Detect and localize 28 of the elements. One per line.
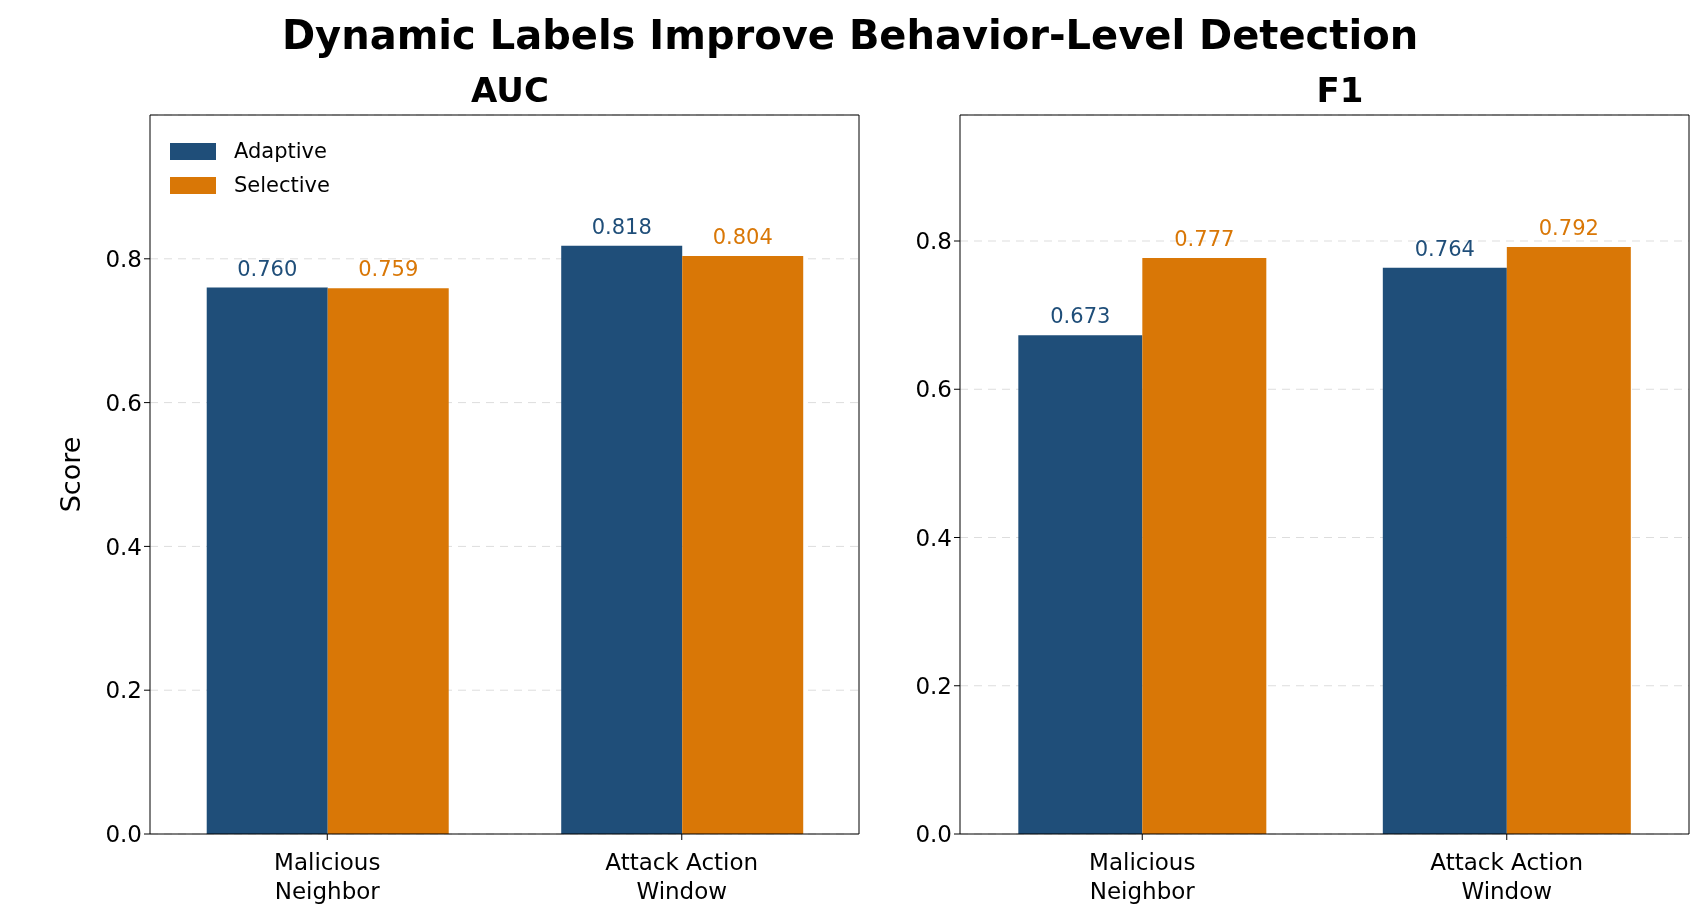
y-tick-label: 0.0 — [105, 821, 142, 848]
x-tick-label: Attack Action Window — [1430, 849, 1584, 904]
y-tick-label: 0.4 — [915, 524, 952, 551]
y-tick-label: 0.2 — [915, 672, 952, 699]
legend-label: Selective — [234, 173, 330, 197]
y-axis-title: Score — [54, 436, 86, 513]
y-tick-label: 0.6 — [105, 389, 142, 416]
data-label: 0.792 — [1538, 215, 1599, 240]
x-tick-label: Malicious Neighbor — [274, 849, 381, 904]
y-tick-label: 0.6 — [915, 376, 952, 403]
data-label: 0.777 — [1174, 227, 1235, 252]
y-tick-label: 0.8 — [105, 245, 142, 272]
data-label: 0.818 — [591, 214, 652, 239]
data-label: 0.760 — [237, 256, 298, 281]
data-label: 0.764 — [1414, 236, 1475, 261]
data-label: 0.673 — [1050, 304, 1111, 329]
data-label: 0.759 — [358, 257, 419, 282]
y-tick-label: 0.4 — [105, 533, 142, 560]
y-tick-label: 0.8 — [915, 228, 952, 255]
chart-subtitle: AUC — [470, 70, 550, 110]
chart-title: F1 — [1315, 70, 1365, 110]
legend-label: Adaptive — [234, 139, 327, 163]
data-label: 0.804 — [712, 224, 773, 249]
x-tick-label: Attack Action Window — [605, 849, 759, 904]
y-tick-label: 0.2 — [105, 677, 142, 704]
y-tick-label: 0.0 — [915, 821, 952, 848]
x-tick-label: Malicious Neighbor — [1089, 849, 1196, 904]
chart-title: Dynamic Labels Improve Behavior-Level Detection — [280, 12, 1420, 58]
